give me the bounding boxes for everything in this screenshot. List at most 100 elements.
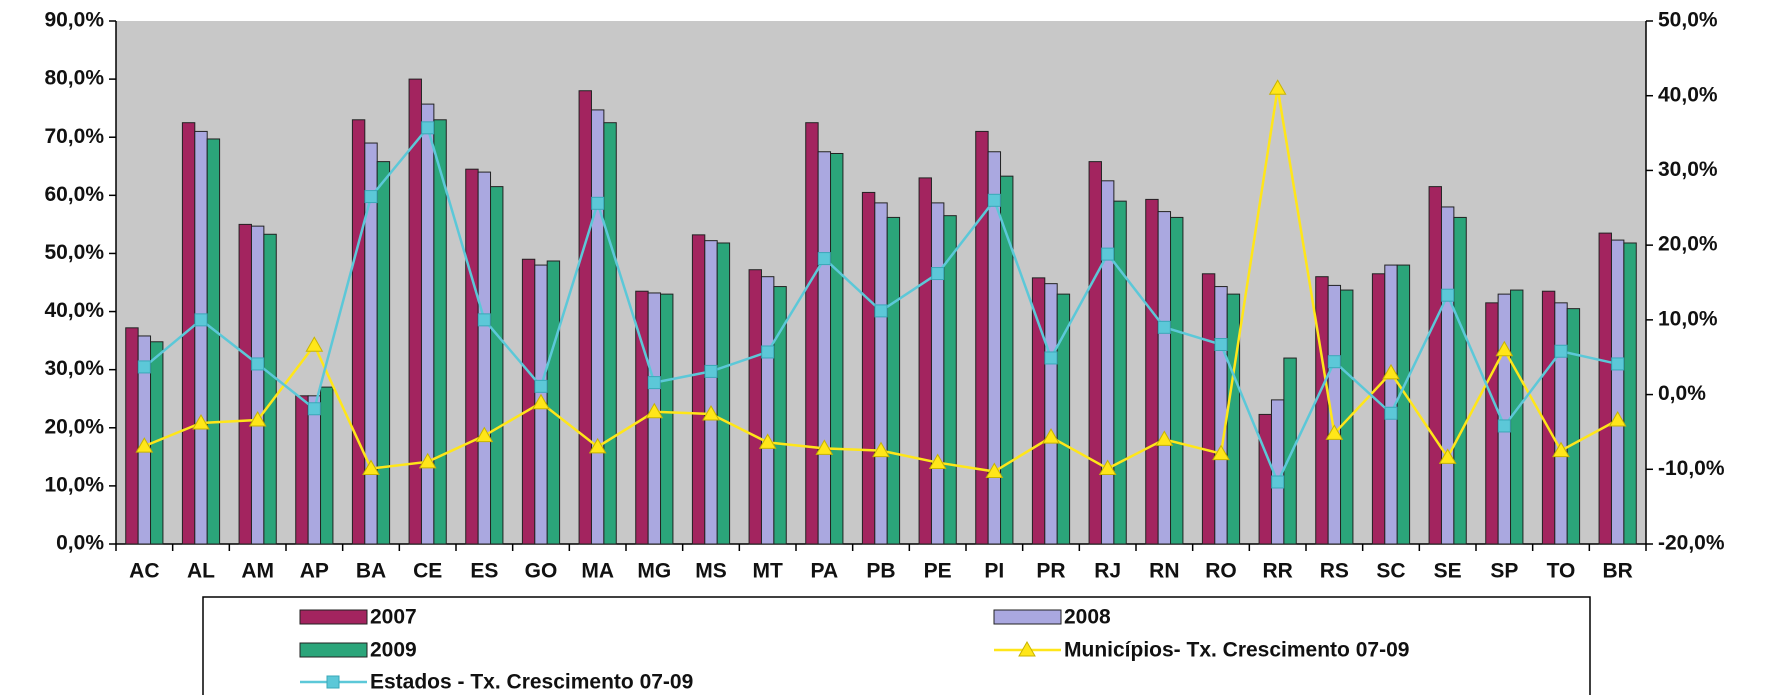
line-marker: [591, 196, 605, 210]
bar: [1226, 293, 1241, 545]
line-marker: [1155, 430, 1174, 446]
bar: [1145, 198, 1159, 545]
legend-label: 2007: [370, 606, 417, 629]
line-marker: [874, 304, 888, 318]
bar: [1100, 180, 1115, 545]
bar: [805, 122, 819, 545]
line-marker: [758, 433, 777, 449]
bar: [125, 327, 139, 545]
y2-tick-label: 30,0%: [1658, 158, 1718, 181]
bar: [1598, 232, 1612, 545]
line-marker: [872, 441, 890, 458]
bar: [295, 395, 309, 545]
y-tick-label: 0,0%: [56, 532, 104, 555]
y2-tick-label: 10,0%: [1658, 307, 1718, 330]
bar: [1088, 161, 1102, 545]
line-marker: [1384, 406, 1398, 420]
legend-swatch: [993, 609, 1062, 625]
y2-tick-label: 40,0%: [1658, 83, 1718, 106]
line-marker: [1438, 448, 1457, 464]
x-tick-label: PE: [924, 560, 952, 583]
bar: [603, 122, 617, 545]
bar: [578, 90, 592, 545]
bar: [1396, 264, 1411, 545]
bar: [376, 161, 391, 545]
y-tick-label: 80,0%: [44, 67, 104, 90]
bar: [1566, 308, 1581, 545]
legend-swatch: [299, 642, 368, 658]
x-tick-label: ES: [470, 560, 498, 583]
x-tick-label: SE: [1434, 560, 1462, 583]
x-tick-label: RS: [1320, 560, 1349, 583]
y-tick-label: 70,0%: [44, 125, 104, 148]
bar: [206, 138, 221, 545]
line-marker: [647, 376, 661, 390]
bar: [748, 269, 762, 545]
line-marker: [137, 360, 151, 374]
bar: [817, 151, 832, 545]
line-marker: [985, 462, 1004, 479]
bar: [874, 202, 888, 545]
line-marker: [588, 437, 607, 454]
line-marker: [704, 364, 718, 378]
bar: [1031, 277, 1046, 545]
line-marker: [702, 404, 720, 421]
x-tick-label: MS: [695, 560, 727, 583]
bar: [1440, 206, 1455, 545]
line-marker: [475, 426, 494, 443]
y-tick-label: 20,0%: [44, 415, 104, 438]
bar: [1340, 289, 1354, 545]
bar: [1371, 273, 1386, 545]
bar: [1315, 276, 1329, 545]
bar: [433, 119, 447, 545]
bar: [1113, 200, 1127, 545]
line-marker: [1212, 444, 1230, 461]
line-marker: [248, 410, 267, 427]
line-marker: [364, 190, 378, 204]
line-marker: [1327, 355, 1341, 369]
x-tick-label: GO: [525, 560, 558, 583]
line-marker: [1214, 338, 1228, 352]
x-tick-label: BR: [1602, 560, 1632, 583]
bar: [1214, 286, 1228, 545]
bar: [194, 130, 208, 545]
legend-marker: [326, 675, 340, 689]
bar: [465, 168, 479, 545]
bar: [1283, 357, 1297, 545]
x-tick-label: PA: [811, 560, 839, 583]
bar: [1453, 216, 1467, 545]
line-marker: [928, 453, 947, 470]
bar: [238, 223, 252, 545]
legend-label: 2009: [370, 639, 417, 662]
bar: [1056, 293, 1071, 545]
bar: [420, 103, 435, 545]
bar: [943, 215, 957, 545]
line-marker: [1042, 428, 1060, 444]
legend-swatch: [299, 609, 368, 625]
x-tick-label: AM: [241, 560, 274, 583]
bar: [490, 186, 504, 545]
x-tick-label: BA: [356, 560, 386, 583]
line-marker: [1157, 320, 1171, 334]
legend-label: Municípios- Tx. Crescimento 07-09: [1064, 639, 1409, 662]
bar: [351, 119, 366, 545]
y-tick-label: 50,0%: [44, 241, 104, 264]
x-tick-label: PB: [866, 560, 895, 583]
bar: [250, 225, 265, 545]
line-marker: [1268, 79, 1287, 95]
bar: [660, 293, 674, 545]
y-tick-label: 10,0%: [44, 473, 104, 496]
x-tick-label: RO: [1205, 560, 1237, 583]
line-marker: [192, 413, 210, 430]
x-tick-label: MT: [753, 560, 783, 583]
y2-tick-label: 0,0%: [1658, 382, 1706, 405]
line-marker: [1044, 351, 1058, 365]
line-marker: [761, 345, 775, 359]
x-tick-label: AL: [187, 560, 215, 583]
legend-label: Estados - Tx. Crescimento 07-09: [370, 671, 693, 694]
bar: [975, 130, 989, 545]
line-marker: [307, 402, 321, 416]
bar: [1201, 273, 1216, 545]
line-marker: [305, 336, 324, 352]
y2-tick-label: -20,0%: [1658, 532, 1725, 555]
